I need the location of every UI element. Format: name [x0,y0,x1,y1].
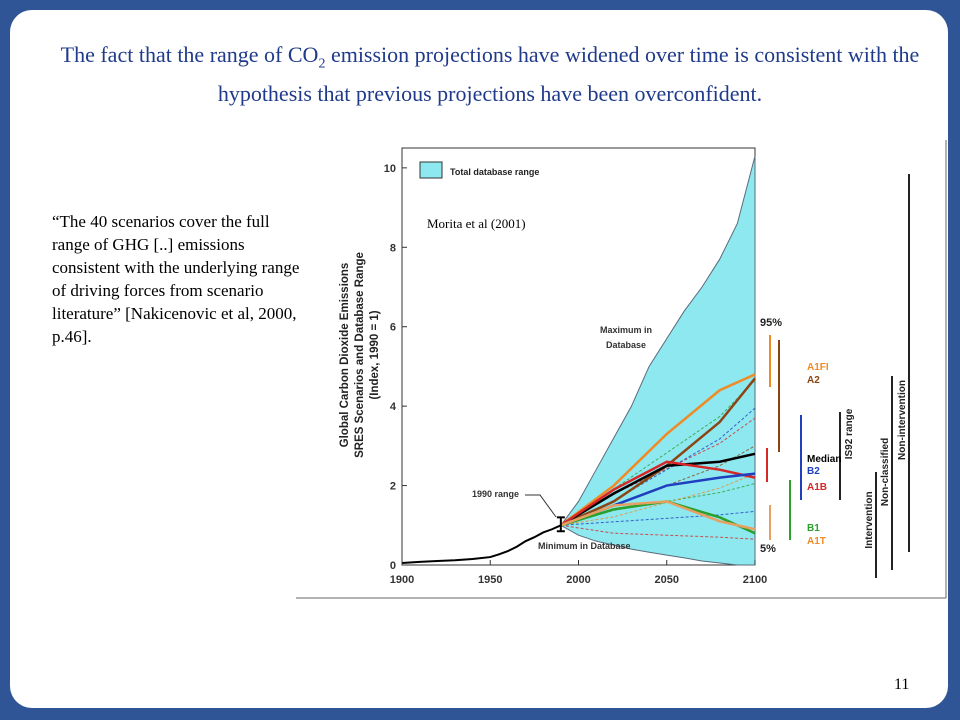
y-tick-label: 10 [384,163,396,175]
title-subscript: 2 [318,56,326,72]
annotation-1990-range: 1990 range [472,489,519,499]
series-line-a1fi [560,373,756,527]
scenario-label-a2: A2 [807,375,820,386]
annotation-max-line2: Database [606,340,646,350]
chart-text: Total database range Morita et al (2001) M… [419,161,652,551]
historical-line [401,524,562,565]
quote-text: “The 40 scenarios cover the full range o… [52,212,300,346]
series-line-a1t [560,500,756,531]
scenario-dashed-line [560,473,756,526]
annotation-1990-pointer [525,494,557,518]
y-tick-label: 6 [390,322,396,334]
x-tick-label: 1950 [478,574,502,586]
slide-title: The fact that the range of CO2 emission … [50,40,930,109]
scenario-label-a1b: A1B [807,482,827,493]
percentile-5-label: 5% [760,543,776,555]
scenario-label-b2: B2 [807,466,820,477]
scenario-dashed-line [560,510,756,526]
category-label: IS92 range [844,408,855,459]
y-axis-label-line: SRES Scenarios and Database Range [354,252,366,458]
scenario-dashed-line [560,524,756,540]
series-line-a1b [560,460,756,527]
page-number: 11 [894,676,910,693]
category-label: Non-classified [880,438,891,506]
percentile-95-label: 95% [760,317,782,329]
x-tick-label: 2050 [655,574,679,586]
scenario-label-median: Median [807,454,841,465]
y-axis-label-line: (Index, 1990 = 1) [369,310,381,399]
category-label: Non-intervention [897,380,908,460]
y-tick-label: 2 [390,481,396,493]
title-text-part1: The fact that the range of CO [60,42,319,67]
title-text-part2: emission projections have widened over t… [217,42,920,107]
scenario-label-a1t: A1T [807,536,826,547]
slide: The fact that the range of CO2 emission … [10,10,948,708]
y-axis-label-line: Global Carbon Dioxide Emissions [339,263,351,448]
x-tick-label: 2100 [743,574,767,586]
chart-citation: Morita et al (2001) [427,216,526,231]
x-tick-label: 1900 [390,574,414,586]
y-tick-label: 8 [390,242,396,254]
y-tick-label: 4 [390,401,397,413]
y-tick-label: 0 [390,560,396,572]
annotation-max-line1: Maximum in [600,325,652,335]
scenario-label-b1: B1 [807,523,820,534]
legend-label: Total database range [450,167,539,177]
scenario-dashed-line [560,407,756,526]
series-line-median [560,452,756,527]
legend-swatch [419,161,443,179]
chart-axes: 0 2 4 6 8 10 1900 1950 2000 2050 2100 Global Carbon… [339,163,767,586]
category-label: Intervention [864,491,875,548]
chart-area [401,155,756,566]
annotation-min: Minimum in Database [538,541,631,551]
scenario-label-a1fi: A1FI [807,362,829,373]
x-tick-label: 2000 [566,574,590,586]
